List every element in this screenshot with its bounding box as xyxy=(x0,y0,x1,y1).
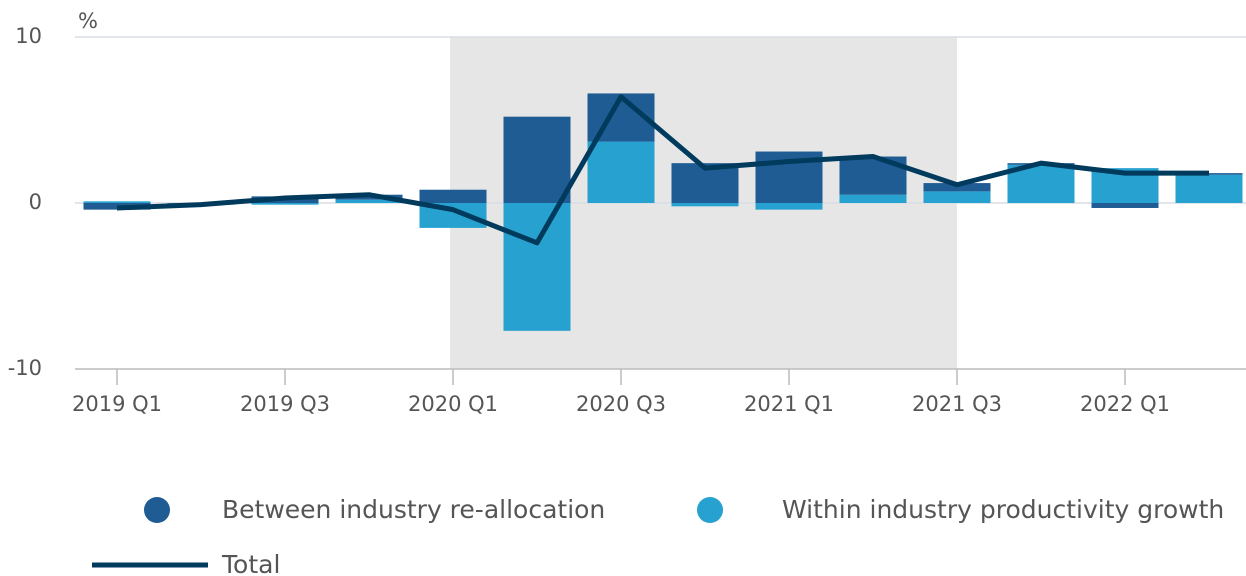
x-tick-label: 2020 Q1 xyxy=(408,392,498,416)
x-tick-label: 2022 Q1 xyxy=(1080,392,1170,416)
bar-segment xyxy=(251,203,319,205)
legend-label: Between industry re-allocation xyxy=(222,495,605,524)
bar-segment xyxy=(587,141,655,203)
bar-segment xyxy=(923,191,991,203)
bar-segment xyxy=(83,201,151,203)
total-line xyxy=(116,94,1209,246)
x-tick-label: 2021 Q1 xyxy=(744,392,834,416)
bar-segment xyxy=(839,194,907,203)
x-tick-label: 2021 Q3 xyxy=(912,392,1002,416)
x-tick-label: 2020 Q3 xyxy=(576,392,666,416)
bar-segment xyxy=(1091,203,1159,208)
bar-segment xyxy=(755,203,823,210)
legend-marker xyxy=(144,497,170,523)
bar-segment xyxy=(503,116,571,203)
y-axis-label: % xyxy=(78,9,98,33)
y-tick-label: 0 xyxy=(29,190,42,214)
bar-segment xyxy=(503,203,571,331)
bar-segment xyxy=(1175,174,1243,203)
y-tick-label: 10 xyxy=(15,24,42,48)
y-tick-label: -10 xyxy=(8,356,42,380)
legend-marker xyxy=(697,497,723,523)
legend-label: Within industry productivity growth xyxy=(782,495,1224,524)
x-tick-label: 2019 Q3 xyxy=(240,392,330,416)
bar-segment xyxy=(419,189,487,203)
x-tick-label: 2019 Q1 xyxy=(72,392,162,416)
legend-label: Total xyxy=(221,550,280,576)
bar-segment xyxy=(671,203,739,207)
bar-segment xyxy=(335,199,403,203)
